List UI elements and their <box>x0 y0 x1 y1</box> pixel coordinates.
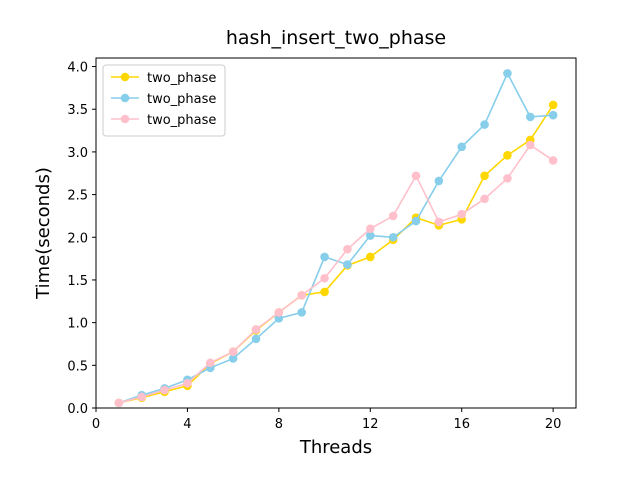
series-3-point <box>320 273 329 283</box>
series-3-point <box>434 217 444 227</box>
legend: two_phase two_phase two_phase <box>102 64 226 137</box>
series-2-point <box>251 334 261 344</box>
series-2-point <box>343 260 352 269</box>
series-2-point <box>365 231 375 240</box>
series-2-point <box>434 176 444 186</box>
series-3-point <box>160 385 169 395</box>
series-2-point <box>274 314 284 323</box>
series-3-point <box>503 174 512 183</box>
series-3-point <box>205 358 215 368</box>
series-3-point <box>228 347 238 356</box>
series-3-point <box>480 194 489 204</box>
series-3-point <box>251 325 261 334</box>
series-3-point <box>457 209 467 219</box>
legend-entry: two_phase <box>111 92 216 107</box>
series-layer <box>114 69 558 408</box>
series-3-point <box>365 224 375 234</box>
y-tick-label: 3.5 <box>67 103 88 118</box>
series-3-point <box>183 378 192 388</box>
series-1-point <box>320 287 329 297</box>
legend-label: two_phase <box>147 92 216 107</box>
series-2-point <box>388 232 398 242</box>
series-1-point <box>365 252 375 262</box>
series-3-point <box>343 244 352 254</box>
series-3-point <box>388 211 398 221</box>
series-2-point <box>457 142 467 152</box>
x-tick-label: 8 <box>275 417 283 432</box>
x-tick-label: 20 <box>545 417 562 432</box>
series-1-point <box>548 100 558 110</box>
series-2-point <box>503 69 512 78</box>
series-3-point <box>411 171 421 181</box>
y-tick-label: 2.5 <box>67 189 88 204</box>
y-tick-label: 4.0 <box>67 61 88 76</box>
y-tick-label: 3.0 <box>67 146 88 161</box>
x-tick-label: 16 <box>453 417 470 432</box>
x-tick-label: 4 <box>183 417 191 432</box>
series-3-point <box>114 398 124 408</box>
legend-label: two_phase <box>147 71 216 86</box>
axes-layer: 0 4 8 12 16 20 0.0 0.5 1.0 1.5 2.0 2.5 3.0 3.5 4.0 <box>67 57 577 432</box>
x-tick-label: 0 <box>92 417 100 432</box>
legend-label: two_phase <box>147 113 216 128</box>
y-axis-label: Time(seconds) <box>33 167 54 300</box>
y-tick-label: 0.0 <box>67 402 88 417</box>
legend-marker <box>120 114 130 124</box>
series-3-point <box>137 392 147 402</box>
y-tick-label: 1.5 <box>67 274 88 289</box>
series-1-point <box>503 151 512 160</box>
series-3-line <box>118 143 554 404</box>
series-2-point <box>228 354 238 363</box>
legend-entry: two_phase <box>111 113 216 128</box>
series-2-line <box>118 71 554 404</box>
series-3 <box>114 140 558 408</box>
legend-entry: two_phase <box>111 71 216 86</box>
chart-title: hash_insert_two_phase <box>226 27 446 49</box>
axes-frame <box>95 57 577 409</box>
legend-marker <box>120 93 130 103</box>
series-3-point <box>274 308 284 317</box>
series-3-point <box>525 140 535 150</box>
series-2-point <box>548 110 558 120</box>
y-tick-label: 2.0 <box>67 231 88 246</box>
series-2-point <box>320 252 329 262</box>
series-3-point <box>548 156 558 165</box>
x-axis-label: Threads <box>299 437 372 458</box>
y-tick-label: 0.5 <box>67 359 88 374</box>
legend-marker <box>120 72 130 82</box>
series-2-point <box>297 308 307 317</box>
series-1-point <box>480 171 489 181</box>
series-2-point <box>480 120 489 129</box>
y-tick-label: 1.0 <box>67 317 88 332</box>
series-2-point <box>525 112 535 122</box>
series-2-point <box>411 216 421 226</box>
series-3-point <box>297 291 307 300</box>
x-tick-label: 12 <box>362 417 379 432</box>
